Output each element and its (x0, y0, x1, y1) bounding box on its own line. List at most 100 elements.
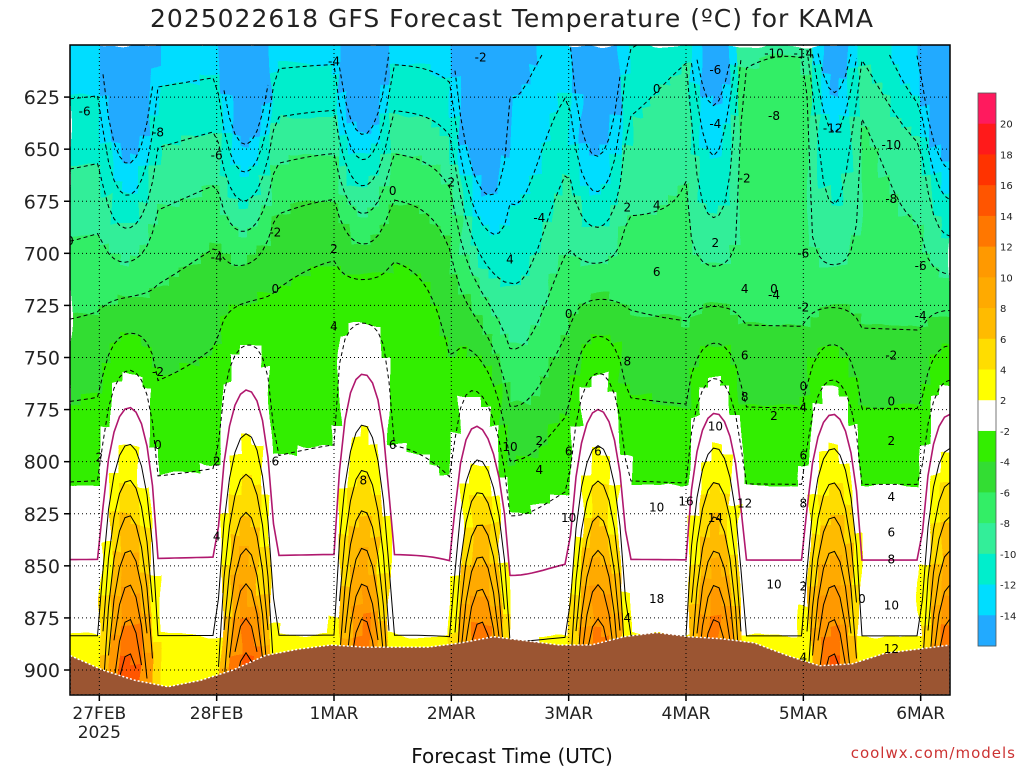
temperature-cell (80, 325, 91, 336)
temperature-cell (340, 95, 351, 106)
temperature-cell (140, 55, 151, 66)
temperature-cell (180, 205, 191, 216)
temperature-cell (240, 255, 251, 266)
temperature-cell (500, 235, 511, 246)
temperature-cell (430, 545, 441, 556)
temperature-cell (490, 555, 501, 566)
temperature-cell (600, 155, 611, 166)
temperature-cell (760, 535, 771, 546)
temperature-cell (440, 65, 451, 76)
temperature-cell (830, 435, 841, 446)
temperature-cell (570, 545, 581, 556)
temperature-cell (340, 565, 351, 576)
temperature-cell (200, 625, 211, 636)
temperature-cell (350, 485, 361, 496)
temperature-cell (340, 195, 351, 206)
temperature-cell (170, 205, 181, 216)
temperature-cell (320, 425, 331, 436)
temperature-cell (200, 595, 211, 606)
temperature-cell (290, 335, 301, 346)
temperature-cell (170, 505, 181, 516)
temperature-cell (450, 535, 461, 546)
temperature-cell (210, 665, 221, 676)
temperature-cell (400, 485, 411, 496)
temperature-cell (210, 445, 221, 456)
temperature-cell (460, 205, 471, 216)
temperature-cell (450, 515, 461, 526)
temperature-cell (280, 465, 291, 476)
temperature-cell (630, 545, 641, 556)
temperature-cell (800, 575, 811, 586)
temperature-cell (140, 245, 151, 256)
temperature-cell (100, 205, 111, 216)
temperature-cell (420, 485, 431, 496)
temperature-cell (700, 215, 711, 226)
temperature-cell (640, 555, 651, 566)
temperature-cell (460, 415, 471, 426)
temperature-cell (120, 605, 131, 616)
temperature-cell (390, 605, 401, 616)
temperature-cell (320, 215, 331, 226)
temperature-cell (390, 125, 401, 136)
temperature-cell (550, 635, 561, 646)
temperature-cell (550, 245, 561, 256)
temperature-cell (120, 305, 131, 316)
temperature-cell (450, 385, 461, 396)
temperature-cell (570, 75, 581, 86)
temperature-cell (190, 445, 201, 456)
temperature-cell (230, 475, 241, 486)
temperature-cell (150, 125, 161, 136)
temperature-cell (300, 285, 311, 296)
temperature-cell (220, 155, 231, 166)
temperature-cell (690, 355, 701, 366)
temperature-cell (740, 45, 751, 56)
temperature-cell (190, 215, 201, 226)
temperature-cell (110, 105, 121, 116)
temperature-cell (410, 635, 421, 646)
temperature-cell (410, 505, 421, 516)
temperature-cell (510, 275, 521, 286)
temperature-cell (130, 645, 141, 656)
temperature-cell (180, 535, 191, 546)
temperature-cell (620, 245, 631, 256)
temperature-cell (290, 145, 301, 156)
temperature-cell (390, 435, 401, 446)
temperature-cell (230, 325, 241, 336)
temperature-cell (380, 95, 391, 106)
temperature-cell (650, 455, 661, 466)
temperature-cell (280, 165, 291, 176)
temperature-cell (410, 365, 421, 376)
temperature-cell (260, 335, 271, 346)
temperature-cell (370, 125, 381, 136)
temperature-cell (520, 305, 531, 316)
temperature-cell (70, 125, 81, 136)
temperature-cell (500, 275, 511, 286)
temperature-cell (360, 275, 371, 286)
temperature-cell (170, 585, 181, 596)
temperature-cell (430, 465, 441, 476)
temperature-cell (620, 315, 631, 326)
temperature-cell (650, 325, 661, 336)
temperature-cell (670, 475, 681, 486)
temperature-cell (540, 95, 551, 106)
temperature-cell (370, 95, 381, 106)
temperature-cell (660, 315, 671, 326)
temperature-cell (90, 515, 101, 526)
temperature-cell (380, 65, 391, 76)
temperature-cell (520, 545, 531, 556)
temperature-cell (480, 545, 491, 556)
temperature-cell (190, 475, 201, 486)
temperature-cell (770, 95, 781, 106)
temperature-cell (450, 85, 461, 96)
temperature-cell (140, 425, 151, 436)
temperature-cell (560, 385, 571, 396)
temperature-cell (150, 155, 161, 166)
temperature-cell (160, 145, 171, 156)
temperature-cell (400, 625, 411, 636)
temperature-cell (570, 625, 581, 636)
temperature-cell (750, 155, 761, 166)
temperature-cell (640, 625, 651, 636)
temperature-cell (180, 365, 191, 376)
temperature-cell (160, 265, 171, 276)
temperature-cell (260, 635, 271, 646)
